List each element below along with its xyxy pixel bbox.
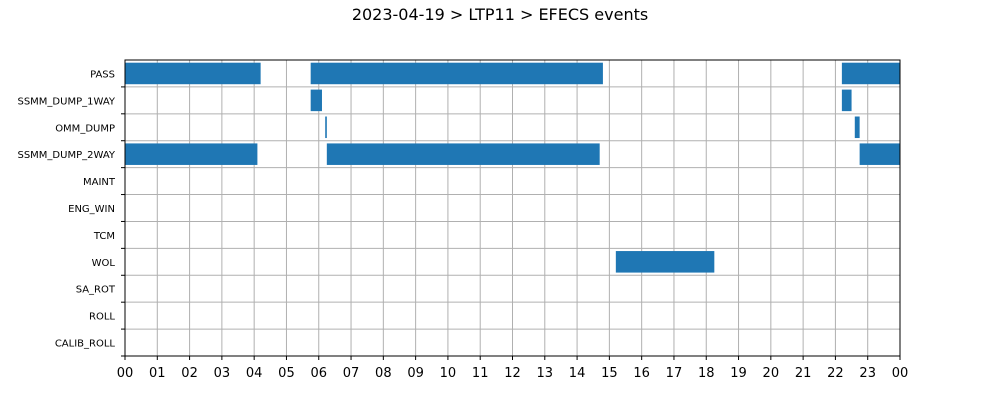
grid (124, 60, 901, 356)
x-tick-label: 17 (666, 366, 683, 381)
y-tick-label: PASS (90, 69, 115, 80)
y-axis: PASS SSMM_DUMP_1WAY OMM_DUMP SSMM_DUMP_2WAY… (17, 69, 125, 357)
x-tick-label: 12 (504, 366, 521, 381)
x-tick-label: 04 (246, 366, 263, 381)
x-tick-label: 07 (343, 366, 360, 381)
x-tick-label: 06 (310, 366, 327, 381)
event-bar (859, 143, 900, 165)
x-tick-label: 03 (214, 366, 231, 381)
x-tick-label: 05 (278, 366, 295, 381)
event-bar (325, 116, 327, 139)
event-bar (841, 62, 900, 85)
event-bars (125, 62, 900, 273)
y-tick-label: TCM (93, 231, 115, 242)
x-tick-label: 20 (763, 366, 780, 381)
x-tick-label: 09 (407, 366, 424, 381)
x-tick-label: 23 (859, 366, 876, 381)
event-bar (125, 62, 261, 85)
x-axis: 00 01 02 03 04 05 06 07 08 09 10 11 12 13 14 15 16 17 18 19… (117, 356, 909, 381)
event-bar (310, 62, 603, 85)
event-bar (615, 251, 715, 273)
x-tick-label: 11 (472, 366, 489, 381)
x-tick-label: 10 (440, 366, 457, 381)
x-tick-label: 16 (633, 366, 650, 381)
chart-title: 2023-04-19 > LTP11 > EFECS events (351, 5, 649, 24)
x-tick-label: 15 (601, 366, 618, 381)
x-tick-label: 14 (569, 366, 586, 381)
y-tick-label: CALIB_ROLL (55, 339, 116, 350)
event-bar (125, 143, 258, 165)
x-tick-label: 08 (375, 366, 392, 381)
x-tick-label: 18 (698, 366, 715, 381)
x-tick-label: 22 (827, 366, 844, 381)
event-bar (310, 89, 322, 112)
x-tick-label: 00 (892, 366, 909, 381)
y-tick-label: SSMM_DUMP_2WAY (17, 150, 115, 161)
event-bar (841, 89, 852, 112)
y-tick-label: ENG_WIN (68, 204, 115, 215)
y-tick-label: ROLL (89, 312, 115, 323)
x-tick-label: 19 (730, 366, 747, 381)
x-tick-label: 00 (117, 366, 134, 381)
y-tick-label: OMM_DUMP (55, 123, 115, 134)
y-tick-label: SA_ROT (76, 285, 116, 296)
x-tick-label: 21 (795, 366, 812, 381)
event-bar (854, 116, 860, 139)
x-tick-label: 13 (537, 366, 554, 381)
y-tick-label: SSMM_DUMP_1WAY (17, 96, 115, 107)
event-bar (326, 143, 600, 165)
x-tick-label: 02 (181, 366, 198, 381)
y-tick-label: WOL (92, 258, 116, 269)
y-tick-label: MAINT (83, 177, 116, 188)
x-tick-label: 01 (149, 366, 166, 381)
